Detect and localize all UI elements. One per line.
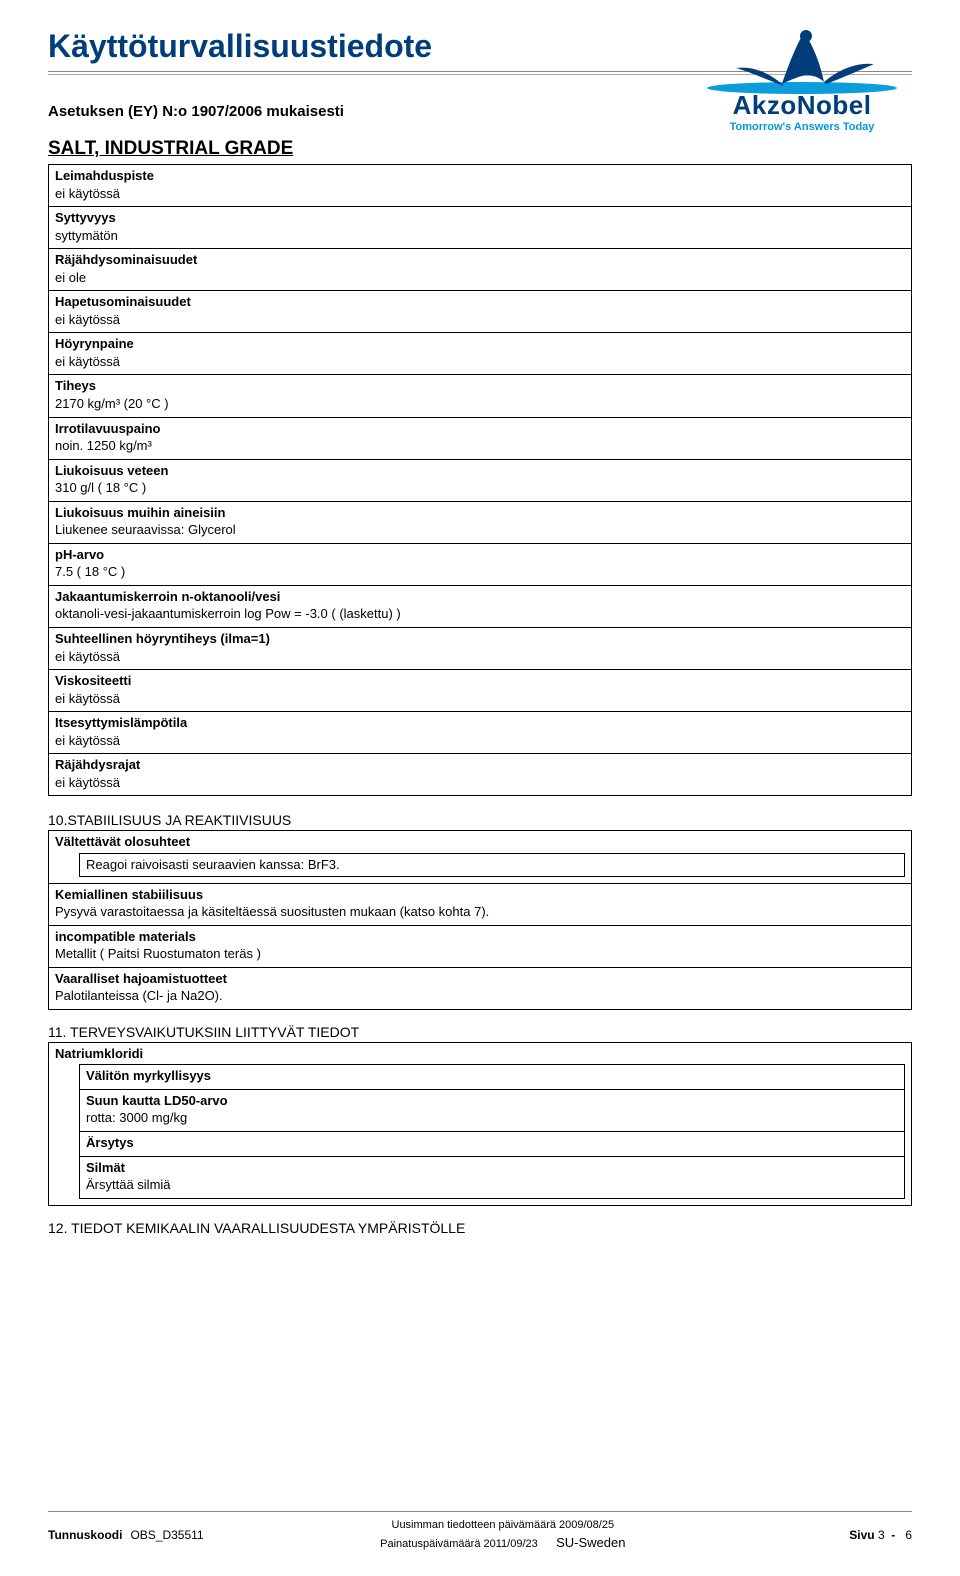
avoid-conditions-inset: Reagoi raivoisasti seuraavien kanssa: Br…: [79, 853, 905, 877]
eyes-value: Ärsyttää silmiä: [86, 1176, 898, 1194]
property-label: Hapetusominaisuudet: [55, 293, 905, 311]
property-label: Jakaantumiskerroin n-oktanooli/vesi: [55, 588, 905, 606]
substance-seg: Natriumkloridi Välitön myrkyllisyys Suun…: [49, 1043, 911, 1205]
property-value: ei käytössä: [55, 311, 905, 329]
incompatible-materials-value: Metallit ( Paitsi Ruostumaton teräs ): [55, 945, 905, 963]
property-label: Liukoisuus muihin aineisiin: [55, 504, 905, 522]
eyes-label: Silmät: [86, 1159, 898, 1177]
property-label: Liukoisuus veteen: [55, 462, 905, 480]
property-row: Itsesyttymislämpötilaei käytössä: [49, 711, 911, 753]
incompatible-materials-label: incompatible materials: [55, 928, 905, 946]
property-label: Syttyvyys: [55, 209, 905, 227]
chemical-stability-value: Pysyvä varastoitaessa ja käsiteltäessä s…: [55, 903, 905, 921]
property-value: syttymätön: [55, 227, 905, 245]
acute-toxicity-row: Välitön myrkyllisyys: [80, 1065, 904, 1089]
logo-figure: [692, 26, 912, 94]
irritation-label: Ärsytys: [86, 1134, 898, 1152]
section-11-heading: 11. TERVEYSVAIKUTUKSIIN LIITTYVÄT TIEDOT: [48, 1024, 912, 1040]
ld50-value: rotta: 3000 mg/kg: [86, 1109, 898, 1127]
property-row: Höyrynpaineei käytössä: [49, 332, 911, 374]
irritation-row: Ärsytys: [80, 1131, 904, 1156]
section-10-box: Vältettävät olosuhteet Reagoi raivoisast…: [48, 830, 912, 1009]
property-value: Liukenee seuraavissa: Glycerol: [55, 521, 905, 539]
properties-table: Leimahduspisteei käytössä Syttyvyyssytty…: [48, 164, 912, 796]
avoid-conditions-label: Vältettävät olosuhteet: [55, 833, 905, 851]
property-value: ei käytössä: [55, 185, 905, 203]
logo-brand-name: AkzoNobel: [692, 90, 912, 121]
property-value: ei käytössä: [55, 732, 905, 750]
logo-tagline: Tomorrow's Answers Today: [692, 121, 912, 133]
property-row: Syttyvyyssyttymätön: [49, 206, 911, 248]
property-value: ei käytössä: [55, 353, 905, 371]
footer-page-sep: -: [891, 1528, 895, 1542]
chemical-stability-seg: Kemiallinen stabiilisuus Pysyvä varastoi…: [49, 883, 911, 925]
property-label: Räjähdysrajat: [55, 756, 905, 774]
footer-page-label: Sivu: [849, 1528, 874, 1542]
property-row: Jakaantumiskerroin n-oktanooli/vesioktan…: [49, 585, 911, 627]
property-row: Räjähdysrajatei käytössä: [49, 753, 911, 795]
property-value: ei käytössä: [55, 774, 905, 792]
property-value: ei ole: [55, 269, 905, 287]
property-label: Höyrynpaine: [55, 335, 905, 353]
product-name: SALT, INDUSTRIAL GRADE: [48, 138, 912, 160]
incompatible-materials-seg: incompatible materials Metallit ( Paitsi…: [49, 925, 911, 967]
property-label: Itsesyttymislämpötila: [55, 714, 905, 732]
property-label: pH-arvo: [55, 546, 905, 564]
property-label: Suhteellinen höyryntiheys (ilma=1): [55, 630, 905, 648]
footer-code-value: OBS_D35511: [130, 1528, 203, 1542]
footer-code: Tunnuskoodi OBS_D35511: [48, 1528, 204, 1542]
acute-toxicity-label: Välitön myrkyllisyys: [86, 1067, 898, 1085]
ld50-label: Suun kautta LD50-arvo: [86, 1092, 898, 1110]
toxicity-inset-group: Välitön myrkyllisyys Suun kautta LD50-ar…: [79, 1064, 905, 1198]
footer-page: Sivu 3 - 6: [802, 1528, 912, 1542]
footer-center: Uusimman tiedotteen päivämäärä 2009/08/2…: [204, 1518, 802, 1552]
property-value: 2170 kg/m³ (20 °C ): [55, 395, 905, 413]
footer-page-current: 3: [878, 1528, 885, 1542]
page-footer: Tunnuskoodi OBS_D35511 Uusimman tiedotte…: [48, 1511, 912, 1552]
property-value: 310 g/l ( 18 °C ): [55, 479, 905, 497]
hazardous-decomp-label: Vaaralliset hajoamistuotteet: [55, 970, 905, 988]
footer-latest-date: Uusimman tiedotteen päivämäärä 2009/08/2…: [204, 1518, 802, 1533]
substance-label: Natriumkloridi: [55, 1045, 905, 1063]
property-row: Liukoisuus veteen310 g/l ( 18 °C ): [49, 459, 911, 501]
property-label: Irrotilavuuspaino: [55, 420, 905, 438]
eyes-row: Silmät Ärsyttää silmiä: [80, 1156, 904, 1198]
property-value: ei käytössä: [55, 690, 905, 708]
footer-locale: SU-Sweden: [556, 1535, 625, 1550]
property-label: Tiheys: [55, 377, 905, 395]
section-12-heading: 12. TIEDOT KEMIKAALIN VAARALLISUUDESTA Y…: [48, 1220, 912, 1236]
hazardous-decomp-value: Palotilanteissa (Cl- ja Na2O).: [55, 987, 905, 1005]
chemical-stability-label: Kemiallinen stabiilisuus: [55, 886, 905, 904]
property-label: Viskositeetti: [55, 672, 905, 690]
section-10-heading: 10.STABIILISUUS JA REAKTIIVISUUS: [48, 812, 912, 828]
property-label: Leimahduspiste: [55, 167, 905, 185]
property-row: Hapetusominaisuudetei käytössä: [49, 290, 911, 332]
property-row: Suhteellinen höyryntiheys (ilma=1)ei käy…: [49, 627, 911, 669]
property-row: Räjähdysominaisuudetei ole: [49, 248, 911, 290]
footer-print-date: Painatuspäivämäärä 2011/09/23: [380, 1538, 538, 1550]
hazardous-decomp-seg: Vaaralliset hajoamistuotteet Palotilante…: [49, 967, 911, 1009]
property-row: Liukoisuus muihin aineisiinLiukenee seur…: [49, 501, 911, 543]
footer-code-label: Tunnuskoodi: [48, 1528, 122, 1542]
avoid-conditions-seg: Vältettävät olosuhteet Reagoi raivoisast…: [49, 831, 911, 882]
brand-logo: AkzoNobel Tomorrow's Answers Today: [692, 26, 912, 126]
ld50-row: Suun kautta LD50-arvo rotta: 3000 mg/kg: [80, 1089, 904, 1131]
property-row: Irrotilavuuspainonoin. 1250 kg/m³: [49, 417, 911, 459]
property-row: Tiheys2170 kg/m³ (20 °C ): [49, 374, 911, 416]
property-value: 7.5 ( 18 °C ): [55, 563, 905, 581]
section-11-box: Natriumkloridi Välitön myrkyllisyys Suun…: [48, 1042, 912, 1206]
logo-svg: [692, 26, 912, 94]
property-row: Viskositeettiei käytössä: [49, 669, 911, 711]
property-value: oktanoli-vesi-jakaantumiskerroin log Pow…: [55, 605, 905, 623]
property-row: Leimahduspisteei käytössä: [49, 165, 911, 206]
property-value: noin. 1250 kg/m³: [55, 437, 905, 455]
footer-page-total: 6: [905, 1528, 912, 1542]
property-value: ei käytössä: [55, 648, 905, 666]
property-row: pH-arvo7.5 ( 18 °C ): [49, 543, 911, 585]
property-label: Räjähdysominaisuudet: [55, 251, 905, 269]
